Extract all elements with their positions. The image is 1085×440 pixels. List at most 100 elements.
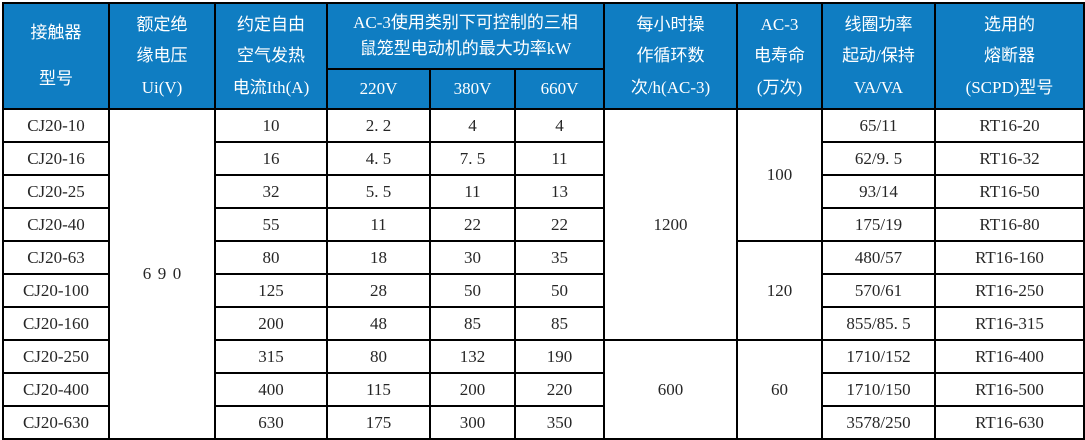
cell-fuse: RT16-500 [934,372,1085,407]
cell-coil-power: 1710/152 [821,339,936,374]
cell-fuse: RT16-160 [934,240,1085,275]
cell-kw-220v: 5. 5 [326,174,431,209]
header-row-voltages: 220V 380V 660V [3,68,1084,110]
cell-model: CJ20-400 [2,372,110,407]
header-ac3-power-group: AC-3使用类别下可控制的三相 鼠笼型电动机的最大功率kW [326,2,605,70]
cell-coil-power: 570/61 [821,273,936,308]
cell-ith: 10 [214,108,328,143]
cell-ith: 400 [214,372,328,407]
header-660v: 660V [514,68,605,110]
cell-kw-660v: 11 [514,141,605,176]
cell-model: CJ20-160 [2,306,110,341]
cell-ith: 125 [214,273,328,308]
cell-kw-380v: 50 [429,273,516,308]
cell-coil-power: 65/11 [821,108,936,143]
table-header: 接触器 型号 额定绝 缘电压 Ui(V) 约定自由 空气发热 电流Ith(A) … [2,2,1085,110]
cell-fuse: RT16-315 [934,306,1085,341]
cell-model: CJ20-10 [2,108,110,143]
cell-fuse: RT16-400 [934,339,1085,374]
cell-fuse: RT16-32 [934,141,1085,176]
cell-kw-380v: 132 [429,339,516,374]
cell-kw-660v: 190 [514,339,605,374]
cell-kw-660v: 13 [514,174,605,209]
cell-coil-power: 175/19 [821,207,936,242]
cell-model: CJ20-100 [2,273,110,308]
cell-kw-220v: 28 [326,273,431,308]
header-coil-power: 线圈功率 起动/保持 VA/VA [821,2,936,110]
cell-model: CJ20-630 [2,405,110,440]
cell-kw-660v: 350 [514,405,605,440]
cell-model: CJ20-40 [2,207,110,242]
cell-kw-220v: 48 [326,306,431,341]
cell-coil-power: 3578/250 [821,405,936,440]
cell-electrical-life: 100 [736,108,823,242]
table-row: CJ20-16 16 4. 5 7. 5 11 62/9. 5 RT16-32 [2,141,1085,176]
header-contactor-model: 接触器 型号 [2,2,110,110]
cell-model: CJ20-63 [2,240,110,275]
cell-kw-660v: 220 [514,372,605,407]
cell-insulation-voltage: 690 [108,108,216,440]
cell-kw-220v: 80 [326,339,431,374]
cell-electrical-life: 120 [736,240,823,341]
cell-ith: 80 [214,240,328,275]
cell-fuse: RT16-250 [934,273,1085,308]
cell-kw-660v: 50 [514,273,605,308]
cell-kw-220v: 11 [326,207,431,242]
table-row: CJ20-10 690 10 2. 2 4 4 1200 100 65/11 R… [2,108,1085,440]
cell-model: CJ20-16 [2,141,110,176]
cell-fuse: RT16-20 [934,108,1085,143]
table-body: CJ20-10 690 10 2. 2 4 4 1200 100 65/11 R… [2,108,1085,440]
table-row: CJ20-400 400 115 200 220 1710/150 RT16-5… [2,372,1085,407]
cell-coil-power: 1710/150 [821,372,936,407]
cell-kw-220v: 175 [326,405,431,440]
header-thermal-current: 约定自由 空气发热 电流Ith(A) [214,2,328,110]
cell-model: CJ20-250 [2,339,110,374]
cell-fuse: RT16-630 [934,405,1085,440]
header-220v: 220V [326,68,431,110]
header-cycles-per-hour: 每小时操 作循环数 次/h(AC-3) [603,2,738,110]
cell-ith: 315 [214,339,328,374]
cell-kw-380v: 11 [429,174,516,209]
cell-kw-220v: 2. 2 [326,108,431,143]
cell-kw-380v: 200 [429,372,516,407]
header-insulation-voltage: 额定绝 缘电压 Ui(V) [108,2,216,110]
cell-electrical-life: 60 [736,339,823,440]
table-row: CJ20-63 80 18 30 35 120 480/57 RT16-160 [2,240,1085,341]
table-row: CJ20-250 315 80 132 190 600 60 1710/152 … [2,339,1085,440]
cell-ith: 55 [214,207,328,242]
cell-kw-660v: 35 [514,240,605,275]
cell-cycles-per-hour: 1200 [603,108,738,341]
table-row: CJ20-100 125 28 50 50 570/61 RT16-250 [2,273,1085,308]
header-row-top: 接触器 型号 额定绝 缘电压 Ui(V) 约定自由 空气发热 电流Ith(A) … [2,2,1085,110]
table-row: CJ20-160 200 48 85 85 855/85. 5 RT16-315 [2,306,1085,341]
cell-cycles-per-hour: 600 [603,339,738,440]
cell-fuse: RT16-50 [934,174,1085,209]
cell-kw-220v: 4. 5 [326,141,431,176]
cell-ith: 32 [214,174,328,209]
cell-kw-380v: 30 [429,240,516,275]
cell-kw-380v: 4 [429,108,516,143]
cell-kw-380v: 300 [429,405,516,440]
cell-ith: 630 [214,405,328,440]
header-380v: 380V [429,68,516,110]
cell-kw-660v: 4 [514,108,605,143]
cell-coil-power: 480/57 [821,240,936,275]
table-row: CJ20-25 32 5. 5 11 13 93/14 RT16-50 [2,174,1085,209]
cell-kw-660v: 85 [514,306,605,341]
header-electrical-life: AC-3 电寿命 (万次) [736,2,823,110]
cell-model: CJ20-25 [2,174,110,209]
table-row: CJ20-40 55 11 22 22 175/19 RT16-80 [2,207,1085,242]
header-fuse-type: 选用的 熔断器 (SCPD)型号 [934,2,1085,110]
cell-ith: 16 [214,141,328,176]
cell-kw-660v: 22 [514,207,605,242]
cell-coil-power: 93/14 [821,174,936,209]
cell-kw-220v: 115 [326,372,431,407]
cell-coil-power: 62/9. 5 [821,141,936,176]
cell-kw-380v: 85 [429,306,516,341]
table-row: CJ20-630 630 175 300 350 3578/250 RT16-6… [2,405,1085,440]
cell-kw-380v: 7. 5 [429,141,516,176]
cell-ith: 200 [214,306,328,341]
cell-kw-380v: 22 [429,207,516,242]
